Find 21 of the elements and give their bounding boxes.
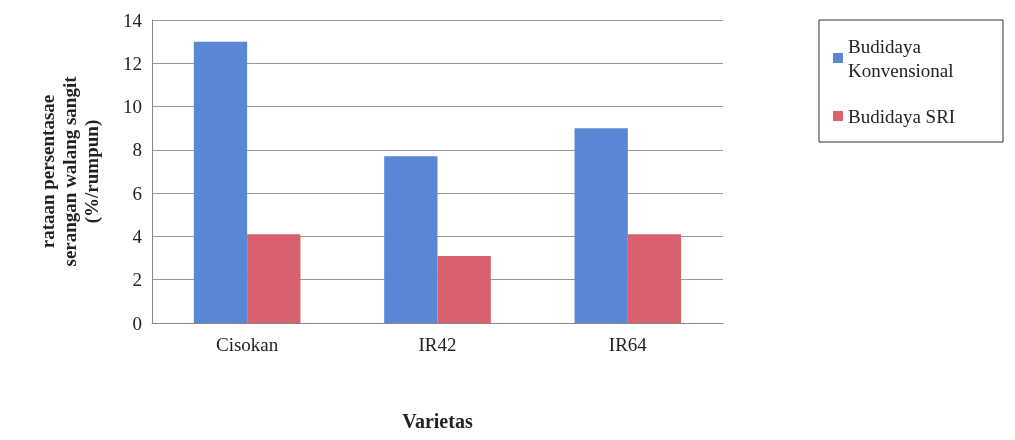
x-axis-title: Varietas [402, 410, 473, 432]
y-tick-label: 4 [132, 225, 143, 247]
y-tick-label: 14 [123, 9, 143, 31]
legend-label: Budidaya SRI [848, 105, 956, 127]
bar [574, 128, 628, 323]
y-tick-label: 12 [123, 52, 142, 74]
bar [627, 234, 682, 323]
bar [437, 255, 491, 323]
y-tick-label: 0 [132, 312, 142, 334]
bar [193, 41, 248, 323]
y-tick-label: 8 [132, 139, 142, 161]
x-tick-label: Cisokan [216, 334, 279, 355]
x-tick-label: IR64 [608, 334, 648, 355]
x-tick-label: IR42 [418, 334, 457, 355]
bar [384, 156, 438, 323]
y-tick-label: 10 [123, 96, 142, 118]
y-tick-label: 2 [132, 269, 142, 291]
y-axis-title: rataan persentasae serangan walang sangit (%/rumpun) [36, 75, 103, 267]
legend-label: Budidaya Konvensional [848, 35, 954, 81]
bar [247, 234, 301, 323]
y-tick-label: 6 [132, 182, 142, 204]
